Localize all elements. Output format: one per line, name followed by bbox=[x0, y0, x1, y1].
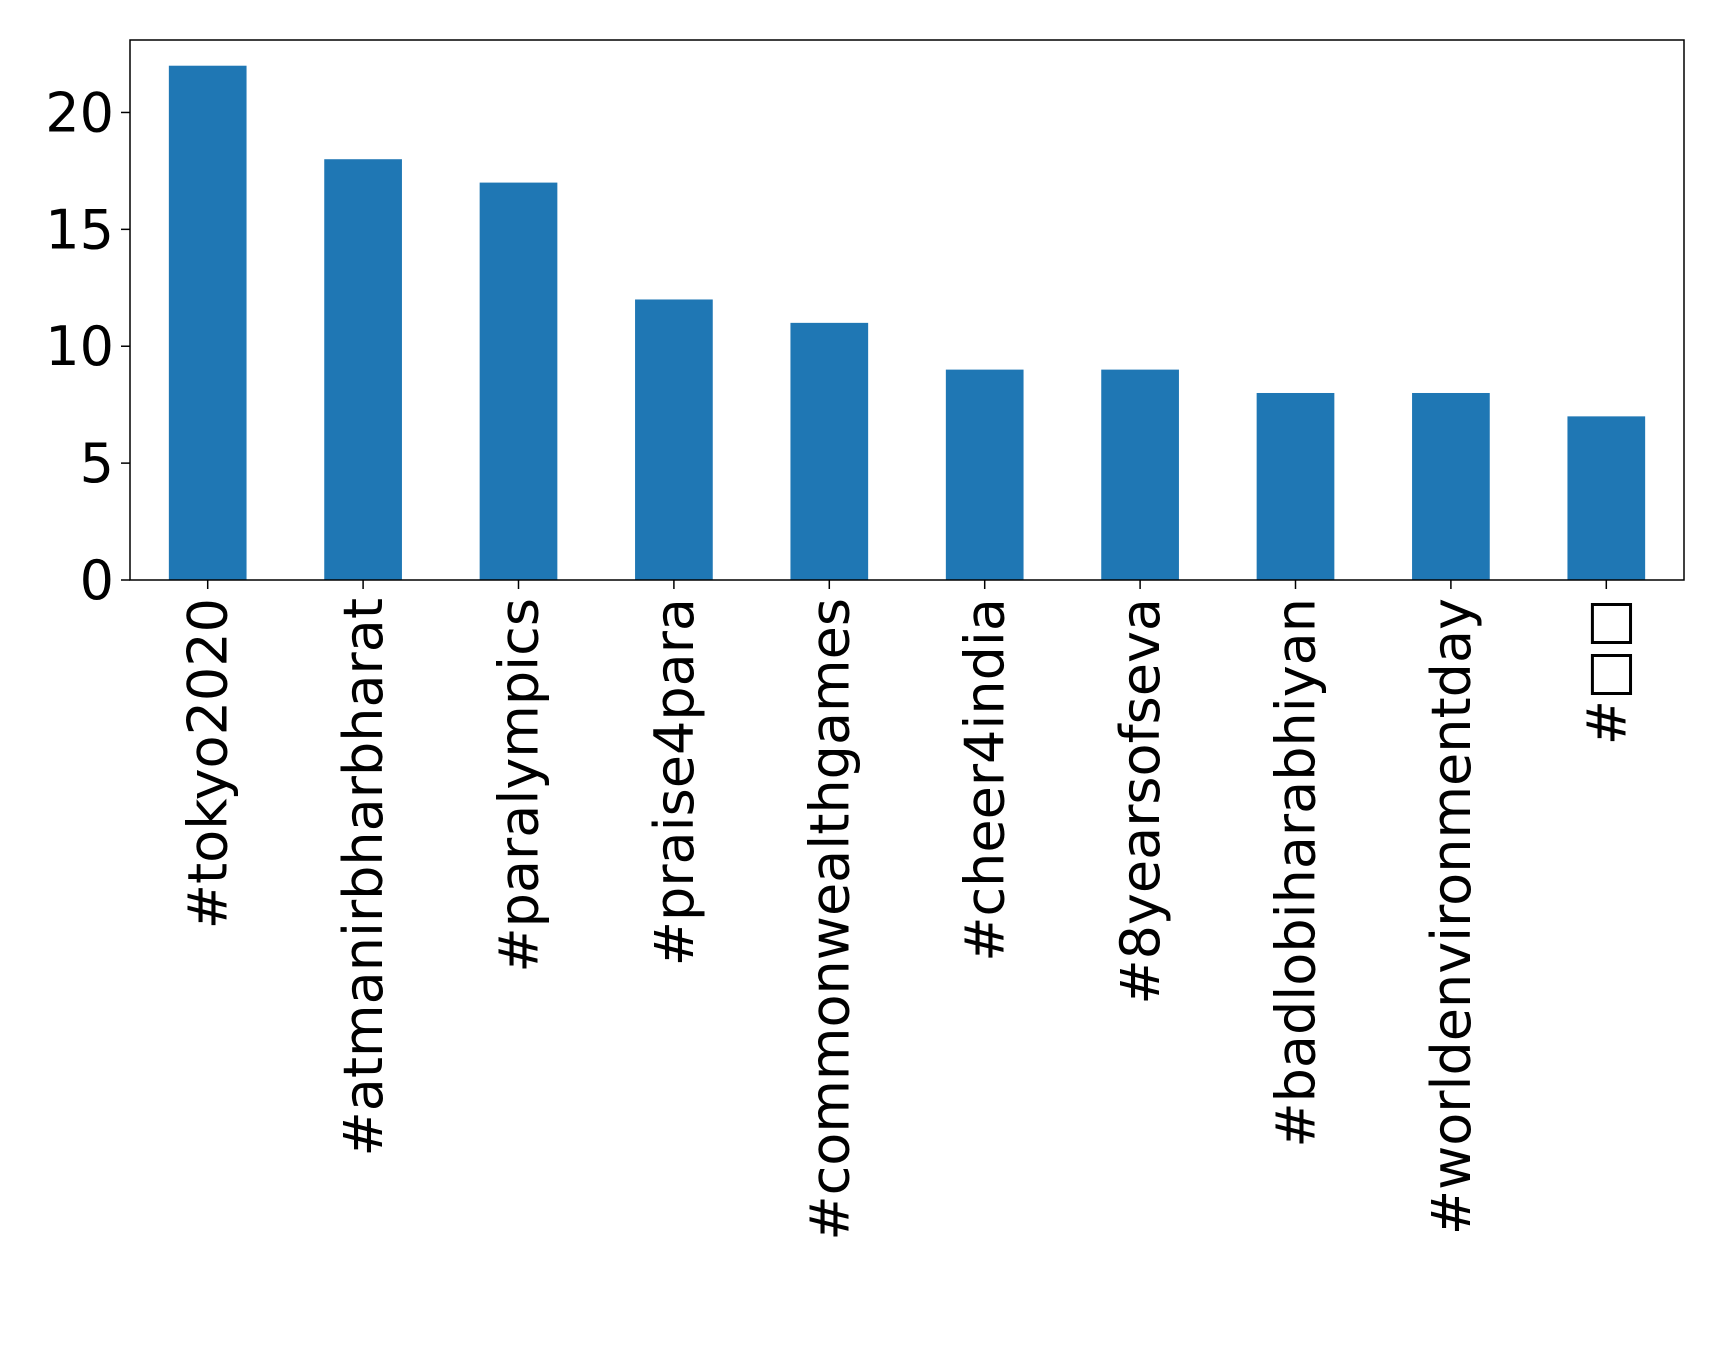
plot-frame bbox=[129, 39, 1685, 581]
y-tick-label: 15 bbox=[45, 198, 114, 261]
y-tick-label: 0 bbox=[80, 549, 114, 612]
bar bbox=[1567, 416, 1646, 580]
y-tick-label: 10 bbox=[45, 315, 114, 378]
bar bbox=[635, 299, 713, 580]
x-tick-label: #commonwealthgames bbox=[798, 598, 861, 1241]
x-tick-label: #8yearsofseva bbox=[1109, 598, 1172, 1005]
bar bbox=[1256, 392, 1335, 580]
x-tick-label: #tokyo2020 bbox=[177, 598, 240, 929]
bar bbox=[1101, 369, 1179, 580]
x-tick-label: #praise4para bbox=[643, 598, 706, 966]
bar bbox=[324, 159, 402, 581]
x-tick-label: #paralympics bbox=[488, 598, 551, 973]
x-tick-label: #cheer4india bbox=[954, 598, 1017, 962]
x-tick-label: #badlobiharabhiyan bbox=[1265, 598, 1328, 1148]
y-tick-label: 5 bbox=[80, 432, 114, 495]
x-tick-label: #□□ bbox=[1575, 598, 1638, 745]
x-tick-label: #worldenvironmentday bbox=[1420, 598, 1483, 1235]
bar bbox=[790, 322, 869, 580]
bar bbox=[168, 65, 247, 580]
y-tick-label: 20 bbox=[45, 81, 114, 144]
bar bbox=[945, 369, 1024, 580]
bar bbox=[1412, 392, 1490, 580]
x-tick-label: #atmanirbharbharat bbox=[332, 598, 395, 1156]
bar bbox=[479, 182, 558, 580]
